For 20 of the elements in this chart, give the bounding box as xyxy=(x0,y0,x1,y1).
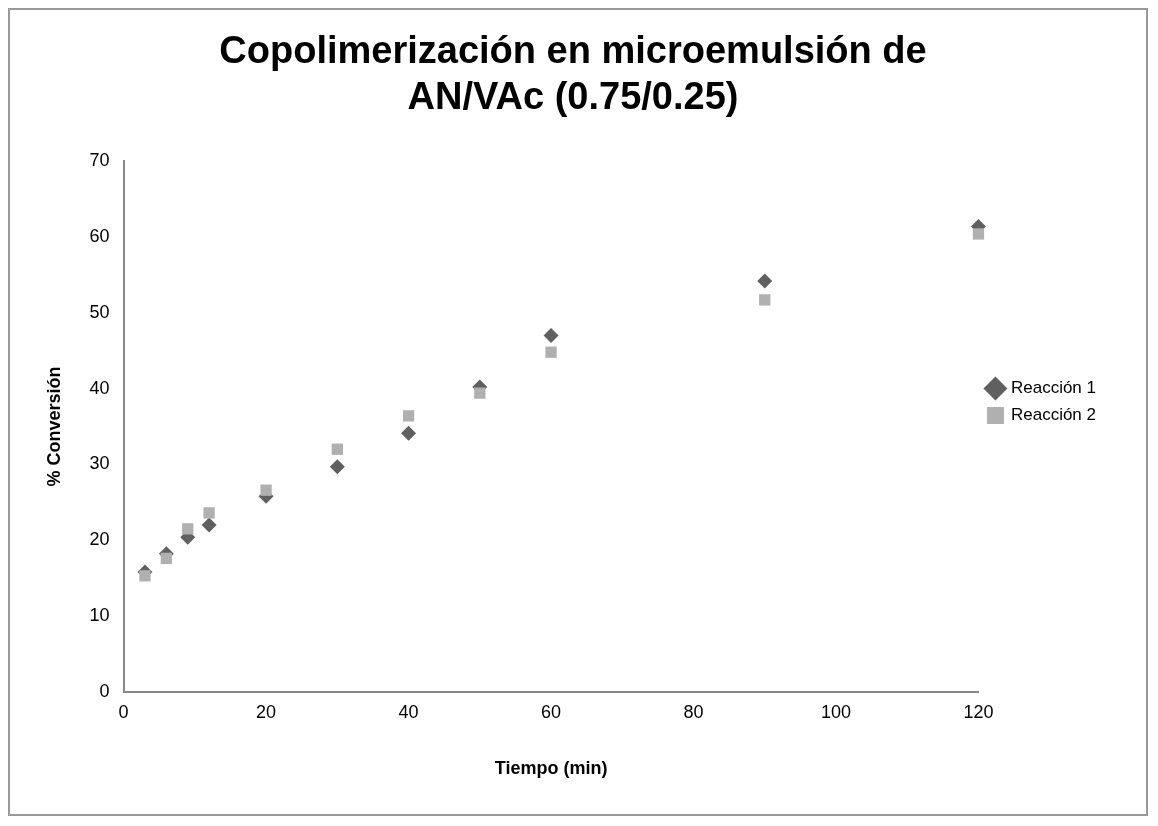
x-tick-label: 20 xyxy=(256,701,277,722)
y-tick-label: 0 xyxy=(99,680,110,701)
y-tick-label: 30 xyxy=(89,453,110,474)
x-tick-label: 60 xyxy=(541,701,562,722)
y-axis-title: % Conversión xyxy=(43,366,64,487)
x-tick-label: 80 xyxy=(683,701,704,722)
x-axis-title: Tiempo (min) xyxy=(494,758,608,779)
x-tick-label: 120 xyxy=(963,701,994,722)
y-tick-label: 20 xyxy=(89,529,110,550)
x-tick-label: 100 xyxy=(820,701,851,722)
y-tick-label: 60 xyxy=(89,225,110,246)
y-tick-label: 70 xyxy=(89,150,110,171)
y-tick-label: 40 xyxy=(89,377,110,398)
y-tick-label: 50 xyxy=(89,301,110,322)
legend-label: Reacción 1 xyxy=(1010,378,1097,398)
y-tick-label: 10 xyxy=(89,604,110,625)
x-tick-label: 0 xyxy=(118,701,129,722)
legend-label: Reacción 2 xyxy=(1010,405,1097,425)
x-tick-label: 40 xyxy=(398,701,419,722)
chart-title: Copolimerización en microemulsión de AN/VAc (0.75/0.25) xyxy=(219,29,927,117)
